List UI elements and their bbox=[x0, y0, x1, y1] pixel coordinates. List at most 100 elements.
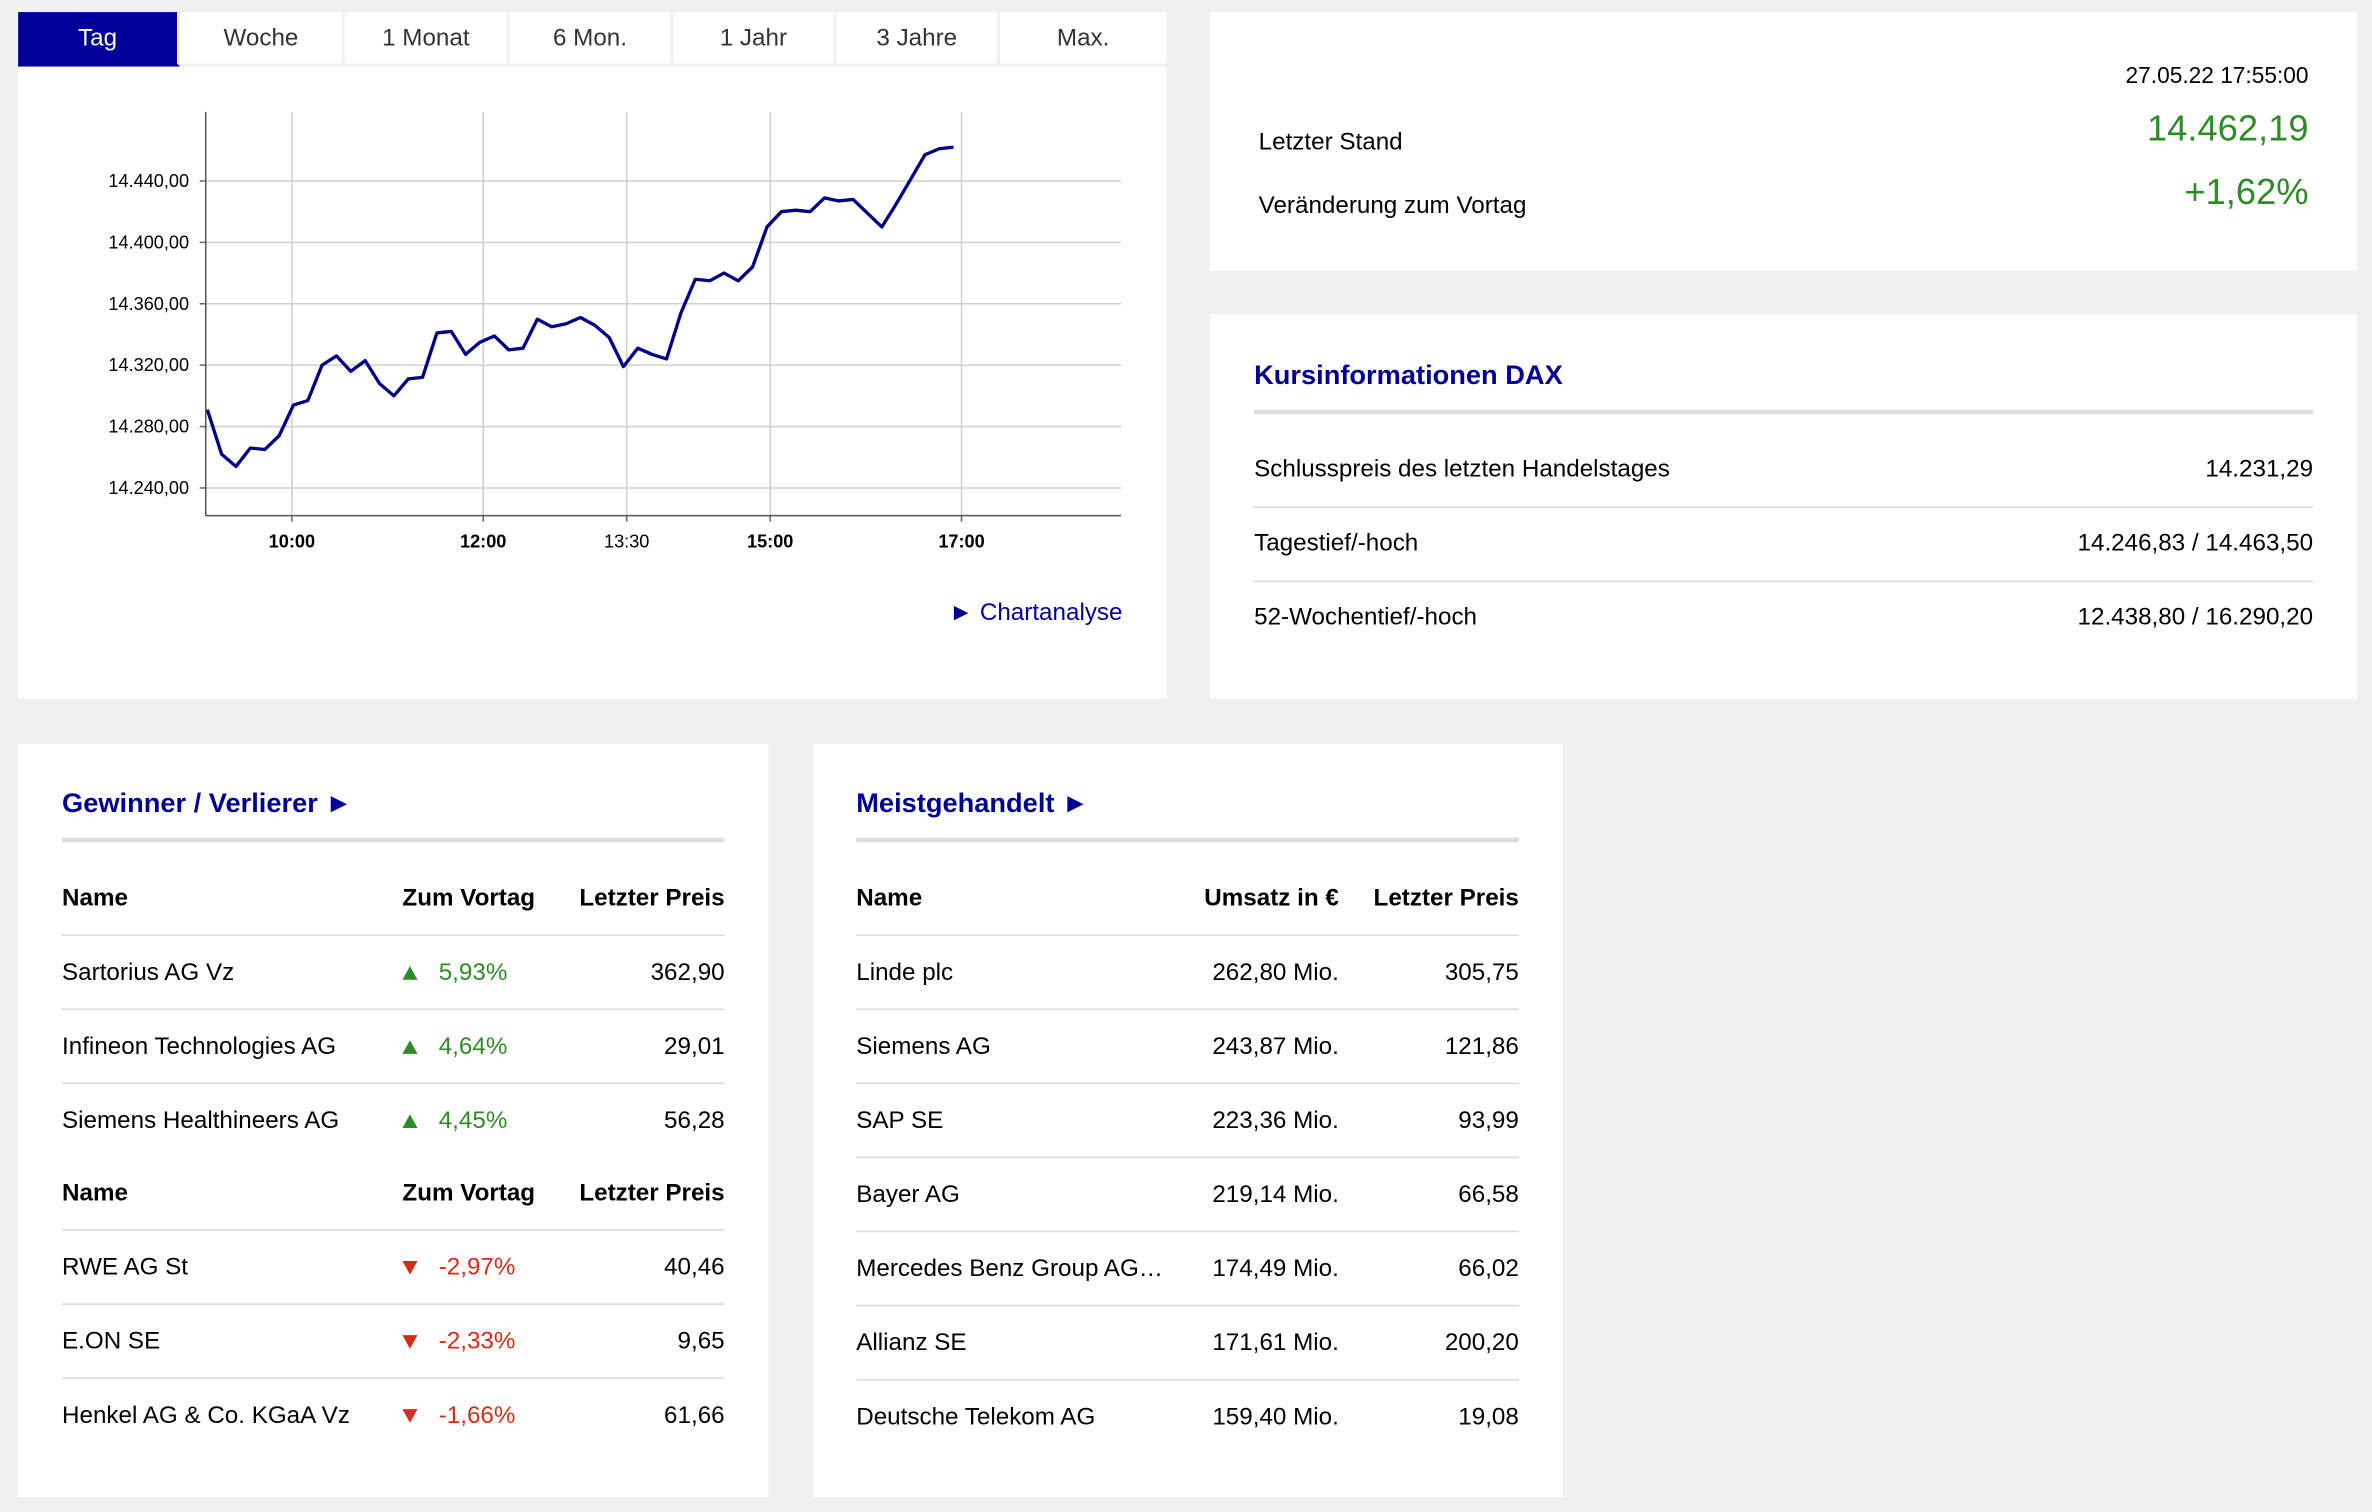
stock-change: 4,64% bbox=[402, 1033, 534, 1060]
table-row[interactable]: Infineon Technologies AG 4,64% 29,01 bbox=[62, 1010, 725, 1084]
header-name: Name bbox=[62, 1180, 128, 1206]
stock-change: -2,97% bbox=[402, 1254, 534, 1281]
arrow-up-icon bbox=[402, 966, 418, 980]
timeframe-tabs: Tag Woche 1 Monat 6 Mon. 1 Jahr 3 Jahre … bbox=[18, 12, 1167, 67]
stock-name: Siemens AG bbox=[856, 1033, 991, 1060]
tab-6-months[interactable]: 6 Mon. bbox=[509, 12, 674, 67]
info-row: Schlusspreis des letzten Handelstages 14… bbox=[1254, 432, 2313, 506]
row-divider bbox=[62, 1082, 725, 1085]
last-price-value: 14.462,19 bbox=[2146, 108, 2309, 150]
table-row[interactable]: Siemens Healthineers AG 4,45% 56,28 bbox=[62, 1084, 725, 1158]
stock-name: Allianz SE bbox=[856, 1329, 967, 1356]
tab-1-month[interactable]: 1 Monat bbox=[344, 12, 510, 67]
table-row[interactable]: Bayer AG 219,14 Mio. 66,58 bbox=[856, 1158, 1519, 1232]
quote-timestamp: 27.05.22 17:55:00 bbox=[2125, 63, 2309, 90]
tab-day[interactable]: Tag bbox=[18, 12, 181, 67]
row-divider bbox=[62, 1008, 725, 1011]
stock-change: -1,66% bbox=[402, 1402, 534, 1429]
chart-analysis-link[interactable]: ► Chartanalyse bbox=[949, 600, 1123, 626]
change-text: -1,66% bbox=[438, 1402, 516, 1429]
table-header: Name Zum Vortag Letzter Preis bbox=[62, 862, 725, 936]
title-divider bbox=[1254, 409, 2314, 415]
row-divider bbox=[856, 1156, 1519, 1159]
row-divider bbox=[62, 934, 725, 936]
title-divider bbox=[856, 837, 1519, 843]
table-row[interactable]: Henkel AG & Co. KGaA Vz -1,66% 61,66 bbox=[62, 1379, 725, 1453]
header-turnover: Umsatz in € bbox=[1204, 885, 1339, 911]
table-row[interactable]: RWE AG St -2,97% 40,46 bbox=[62, 1231, 725, 1305]
title-divider bbox=[62, 837, 725, 843]
index-price-line bbox=[205, 145, 954, 469]
arrow-up-icon bbox=[402, 1040, 418, 1054]
row-divider bbox=[856, 1304, 1519, 1307]
stock-price: 121,86 bbox=[1444, 1033, 1519, 1060]
stock-change: -2,33% bbox=[402, 1328, 534, 1355]
stock-price: 61,66 bbox=[664, 1402, 725, 1429]
most-traded-card: Meistgehandelt ► Name Umsatz in € Letzte… bbox=[813, 743, 1563, 1497]
arrow-down-icon bbox=[402, 1335, 418, 1349]
table-row[interactable]: E.ON SE -2,33% 9,65 bbox=[62, 1305, 725, 1379]
stock-name: SAP SE bbox=[856, 1107, 944, 1134]
info-row-value: 12.438,80 / 16.290,20 bbox=[2077, 604, 2314, 630]
tab-3-years[interactable]: 3 Jahre bbox=[836, 12, 1000, 67]
table-row[interactable]: Siemens AG 243,87 Mio. 121,86 bbox=[856, 1010, 1519, 1084]
stock-price: 200,20 bbox=[1444, 1329, 1519, 1356]
y-tick-label: 14.400,00 bbox=[108, 232, 189, 252]
header-change: Zum Vortag bbox=[402, 885, 536, 911]
row-divider bbox=[1254, 580, 2314, 583]
table-row[interactable]: SAP SE 223,36 Mio. 93,99 bbox=[856, 1084, 1519, 1158]
stock-name: Deutsche Telekom AG bbox=[856, 1403, 1096, 1430]
table-header: Name Zum Vortag Letzter Preis bbox=[62, 1157, 725, 1231]
stock-price: 93,99 bbox=[1458, 1107, 1519, 1134]
info-row-label: Tagestief/-hoch bbox=[1254, 529, 1419, 556]
change-text: 4,45% bbox=[438, 1107, 508, 1134]
header-change: Zum Vortag bbox=[402, 1180, 536, 1206]
table-row[interactable]: Allianz SE 171,61 Mio. 200,20 bbox=[856, 1306, 1519, 1380]
tab-1-year[interactable]: 1 Jahr bbox=[673, 12, 837, 67]
info-row-label: Schlusspreis des letzten Handelstages bbox=[1254, 455, 1670, 482]
tab-week[interactable]: Woche bbox=[180, 12, 345, 67]
change-value: +1,62% bbox=[2184, 172, 2309, 214]
header-price: Letzter Preis bbox=[579, 1180, 725, 1206]
stock-name: Mercedes Benz Group AG… bbox=[856, 1255, 1163, 1282]
stock-turnover: 223,36 Mio. bbox=[1212, 1107, 1339, 1134]
x-tick-label: 15:00 bbox=[747, 531, 793, 551]
most-traded-link[interactable]: Meistgehandelt ► bbox=[856, 787, 1089, 818]
stock-turnover: 174,49 Mio. bbox=[1212, 1255, 1339, 1282]
table-row[interactable]: Linde plc 262,80 Mio. 305,75 bbox=[856, 936, 1519, 1010]
row-divider bbox=[856, 934, 1519, 936]
stock-change: 5,93% bbox=[402, 959, 534, 986]
y-tick-label: 14.280,00 bbox=[108, 417, 189, 437]
row-divider bbox=[62, 1229, 725, 1231]
gainers-losers-link[interactable]: Gewinner / Verlierer ► bbox=[62, 787, 353, 818]
change-text: 4,64% bbox=[438, 1033, 508, 1060]
stock-name: Linde plc bbox=[856, 959, 954, 986]
table-header: Name Umsatz in € Letzter Preis bbox=[856, 862, 1519, 936]
row-divider bbox=[856, 1082, 1519, 1085]
y-tick-label: 14.360,00 bbox=[108, 294, 189, 314]
table-row[interactable]: Mercedes Benz Group AG… 174,49 Mio. 66,0… bbox=[856, 1232, 1519, 1306]
stock-price: 56,28 bbox=[664, 1107, 725, 1134]
stock-price: 40,46 bbox=[664, 1254, 725, 1280]
arrow-down-icon bbox=[402, 1409, 418, 1423]
stock-name: E.ON SE bbox=[62, 1328, 161, 1354]
table-row[interactable]: Sartorius AG Vz 5,93% 362,90 bbox=[62, 936, 725, 1010]
x-tick-label: 17:00 bbox=[938, 531, 984, 551]
stock-turnover: 171,61 Mio. bbox=[1212, 1329, 1339, 1356]
y-tick-label: 14.240,00 bbox=[108, 478, 189, 498]
tab-max[interactable]: Max. bbox=[999, 12, 1167, 67]
info-row: 52-Wochentief/-hoch 12.438,80 / 16.290,2… bbox=[1254, 581, 2313, 655]
stock-price: 362,90 bbox=[650, 959, 725, 986]
info-row-label: 52-Wochentief/-hoch bbox=[1254, 604, 1478, 630]
row-divider bbox=[1254, 506, 2314, 509]
gainers-losers-card: Gewinner / Verlierer ► Name Zum Vortag L… bbox=[18, 743, 769, 1497]
quote-card: 27.05.22 17:55:00 Letzter Stand 14.462,1… bbox=[1210, 12, 2357, 271]
stock-name: Sartorius AG Vz bbox=[62, 959, 235, 986]
stock-turnover: 159,40 Mio. bbox=[1212, 1403, 1339, 1430]
stock-price: 9,65 bbox=[677, 1328, 725, 1354]
arrow-up-icon bbox=[402, 1114, 418, 1128]
table-row[interactable]: Deutsche Telekom AG 159,40 Mio. 19,08 bbox=[856, 1380, 1519, 1454]
arrow-down-icon bbox=[402, 1261, 418, 1275]
intraday-chart: 14.240,00 14.280,00 14.320,00 14.360,00 14.4… bbox=[108, 111, 1121, 551]
stock-turnover: 219,14 Mio. bbox=[1212, 1181, 1339, 1208]
